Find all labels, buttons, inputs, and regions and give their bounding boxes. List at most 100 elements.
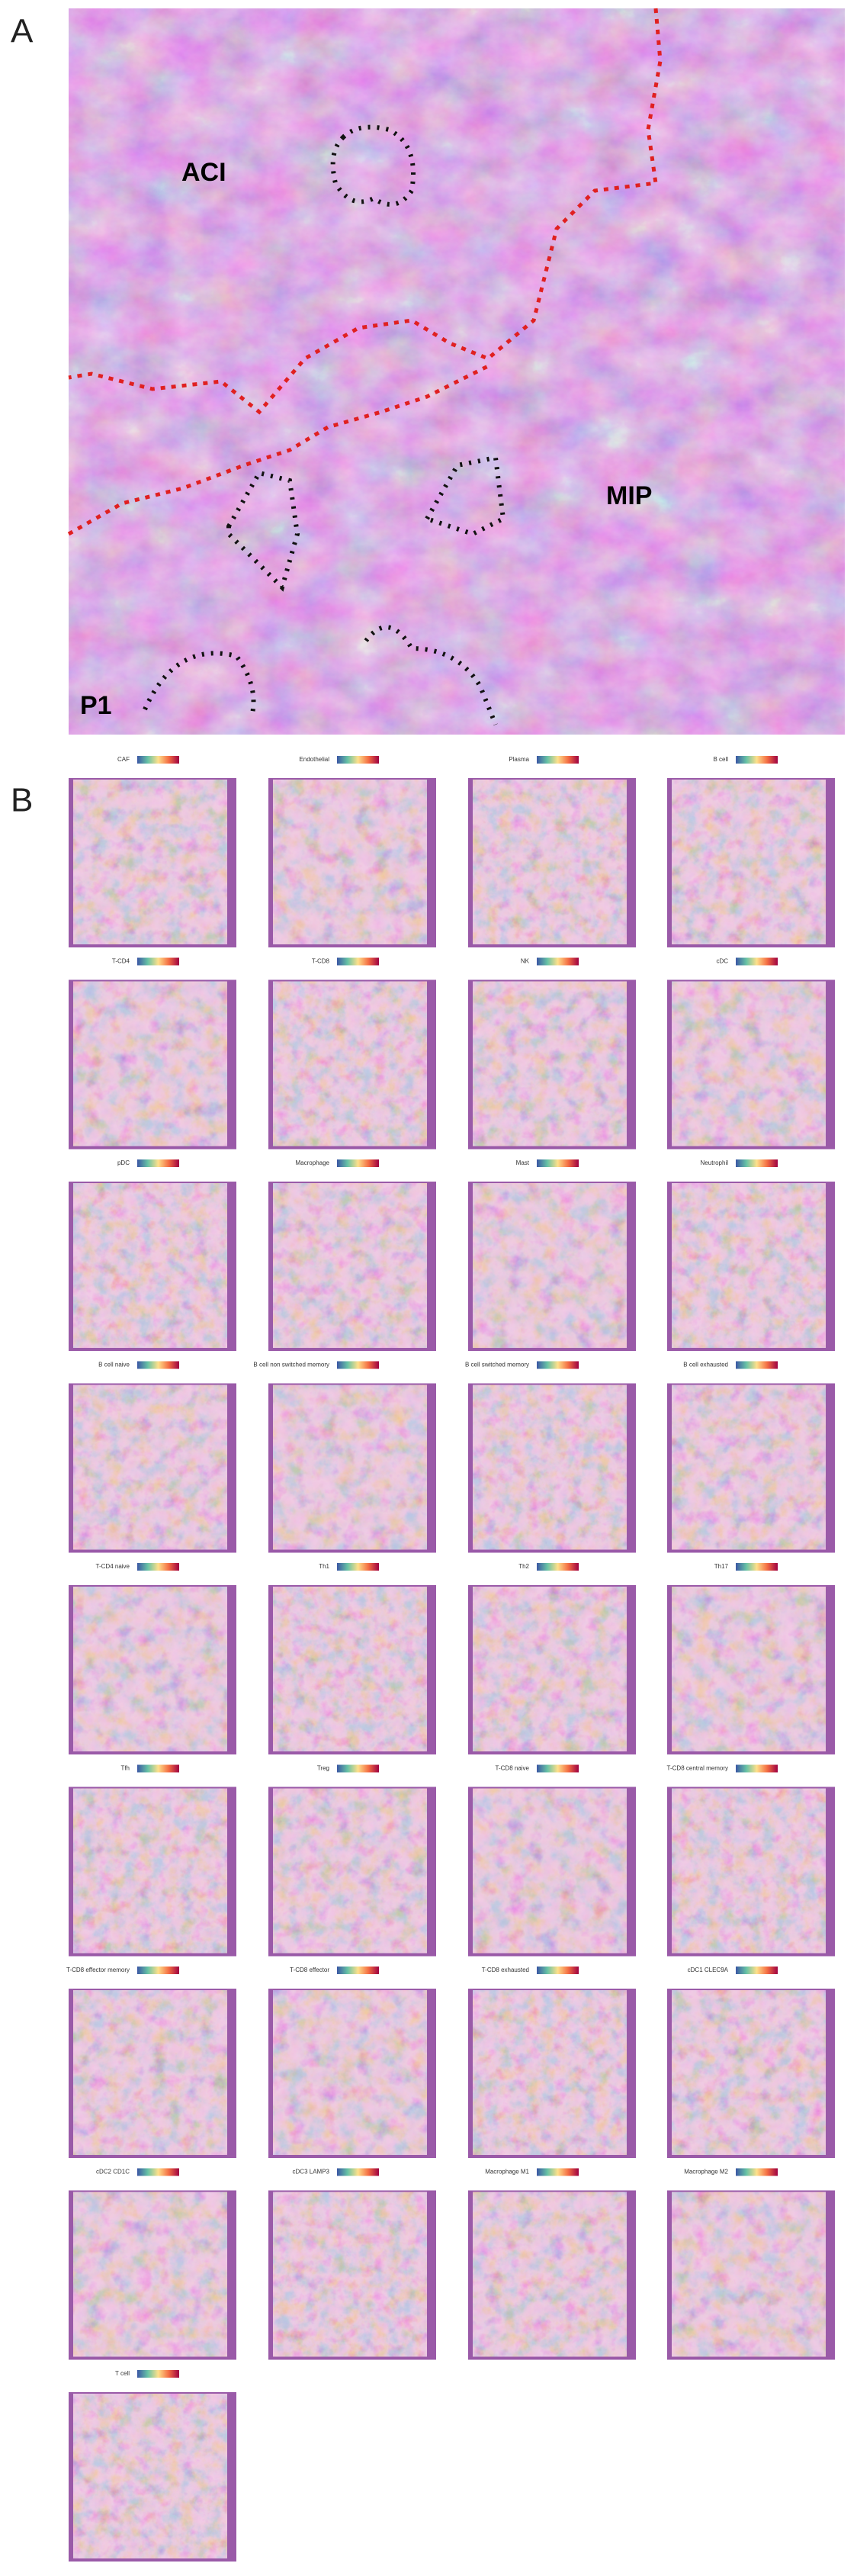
heatmap (473, 1788, 627, 1954)
panel-label: B (11, 782, 33, 819)
colorbar (537, 1563, 579, 1571)
region-boundary (67, 8, 663, 536)
histology-image (69, 8, 845, 735)
heatmap (73, 1384, 227, 1550)
map-title: B cell exhausted (683, 1362, 728, 1368)
map-title: pDC (117, 1159, 130, 1166)
heatmap (473, 1384, 627, 1550)
heatmap (73, 1990, 227, 2155)
cell-map: B cell exhausted (667, 1361, 835, 1553)
map-title: Macrophage (296, 1159, 330, 1166)
map-title: T-CD4 (112, 958, 130, 965)
map-title: Plasma (509, 756, 529, 763)
colorbar (137, 2168, 179, 2176)
heatmap (273, 1587, 427, 1751)
heatmap (473, 1587, 627, 1751)
colorbar (736, 1764, 778, 1773)
colorbar (137, 2370, 179, 2378)
cell-map: T-CD8 central memory (667, 1764, 835, 1957)
map-title: T-CD8 effector (290, 1967, 329, 1973)
map-title: T-CD8 central memory (667, 1765, 728, 1772)
heatmap (273, 981, 427, 1146)
colorbar (137, 1361, 179, 1369)
map-title: Th1 (319, 1563, 329, 1570)
panel-label: A (11, 13, 34, 50)
colorbar (537, 756, 579, 764)
map-title: B cell switched memory (465, 1362, 529, 1368)
region-label: MIP (606, 481, 652, 510)
cell-map: Plasma (468, 756, 636, 947)
map-title: cDC2 CD1C (96, 2169, 130, 2176)
colorbar (337, 1967, 379, 1974)
heatmap (672, 780, 826, 944)
colorbar (736, 1967, 778, 1974)
colorbar (137, 756, 179, 764)
cell-map: cDC2 CD1C (69, 2168, 236, 2360)
heatmap (672, 1183, 826, 1348)
heatmap (672, 1788, 826, 1954)
colorbar (137, 1159, 179, 1167)
heatmap (473, 780, 627, 944)
colorbar (537, 1764, 579, 1773)
map-title: B cell non switched memory (253, 1362, 329, 1368)
cell-map: T-CD8 exhausted (468, 1967, 636, 2158)
cell-map: B cell (667, 756, 835, 947)
colorbar (337, 756, 379, 764)
cell-map: T-CD8 effector memory (66, 1967, 236, 2158)
colorbar (337, 2168, 379, 2176)
region-label: ACI (181, 158, 226, 187)
map-title: Tfh (120, 1765, 130, 1772)
map-title: T-CD4 naive (96, 1563, 130, 1570)
cell-map: T-CD8 naive (468, 1764, 636, 1957)
heatmap (73, 1183, 227, 1348)
cell-map: Th17 (667, 1563, 835, 1754)
heatmap (273, 1183, 427, 1348)
cell-map: Neutrophil (667, 1159, 835, 1351)
colorbar (736, 957, 778, 966)
colorbar (537, 1159, 579, 1167)
heatmap (73, 981, 227, 1146)
cell-map: T-CD4 (69, 957, 236, 1150)
region-label: P1 (80, 691, 112, 720)
heatmap (672, 981, 826, 1146)
map-title: T-CD8 exhausted (482, 1967, 529, 1973)
cell-map: T-CD8 effector (268, 1967, 436, 2158)
colorbar (137, 957, 179, 966)
heatmap (473, 981, 627, 1146)
colorbar (337, 1563, 379, 1571)
cell-map: Macrophage (268, 1159, 436, 1351)
map-title: T-CD8 (312, 958, 330, 965)
heatmap (273, 1788, 427, 1954)
colorbar (537, 2168, 579, 2176)
map-title: B cell naive (98, 1362, 130, 1368)
colorbar (337, 957, 379, 966)
map-title: Endothelial (299, 756, 329, 763)
heatmap (273, 780, 427, 944)
heatmap (73, 2192, 227, 2357)
map-title: Th17 (714, 1563, 729, 1570)
heatmap (473, 2192, 627, 2357)
map-title: cDC3 LAMP3 (293, 2169, 330, 2176)
heatmap (473, 1183, 627, 1348)
heatmap (672, 2192, 826, 2357)
cell-map: Th1 (268, 1563, 436, 1754)
heatmap (273, 1384, 427, 1550)
cell-map: B cell naive (69, 1361, 236, 1553)
heatmap (273, 2192, 427, 2357)
colorbar (537, 1361, 579, 1369)
map-title: Neutrophil (701, 1159, 729, 1166)
cell-map: B cell switched memory (465, 1361, 636, 1553)
cell-map: Tfh (69, 1764, 236, 1957)
cell-map: Mast (468, 1159, 636, 1351)
colorbar (736, 2168, 778, 2176)
cell-map: pDC (69, 1159, 236, 1351)
map-title: Macrophage M1 (485, 2169, 529, 2176)
map-title: cDC1 CLEC9A (688, 1967, 729, 1973)
colorbar (337, 1159, 379, 1167)
cell-map: cDC1 CLEC9A (667, 1967, 835, 2158)
heatmap (73, 1788, 227, 1954)
heatmap (273, 1990, 427, 2155)
cell-map: cDC3 LAMP3 (268, 2168, 436, 2360)
map-title: Mast (516, 1159, 530, 1166)
map-title: B cell (713, 756, 728, 763)
